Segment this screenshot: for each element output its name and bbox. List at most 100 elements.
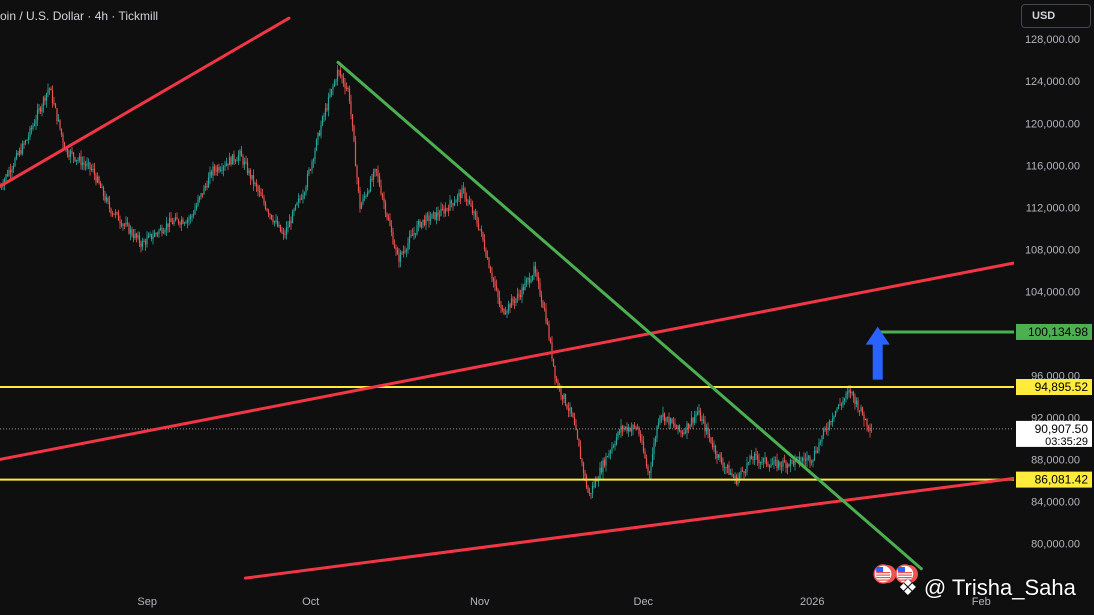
candle-body (855, 400, 858, 405)
candle-body (51, 90, 54, 103)
candle-body (126, 222, 129, 224)
candle-body (174, 217, 177, 221)
candle-body (587, 487, 589, 493)
candle-body (30, 128, 33, 130)
candle-body (575, 424, 577, 431)
candle-body (759, 462, 762, 464)
candle-body (182, 219, 184, 224)
candle-body (672, 422, 675, 424)
red-channel-middle[interactable] (0, 261, 1016, 461)
candle-body (417, 220, 420, 226)
candle-body (138, 235, 141, 244)
candle-body (528, 278, 531, 283)
candle-body (224, 165, 226, 167)
candle-body (588, 492, 591, 494)
candle-body (762, 458, 765, 462)
candle-body (296, 202, 298, 205)
candle-body (860, 407, 862, 411)
candle-body (81, 162, 84, 166)
candle-body (122, 224, 124, 226)
candle-body (539, 282, 541, 296)
candle-body (393, 243, 396, 248)
candle-body (549, 338, 552, 342)
green-descending-trendline[interactable] (336, 60, 923, 571)
candle-body (642, 441, 645, 452)
candle-body (465, 198, 468, 201)
candle-body (698, 410, 700, 413)
candle-body (123, 224, 126, 226)
candle-body (333, 81, 336, 87)
candle-body (225, 163, 228, 166)
candle-body (356, 166, 358, 178)
candle-body (227, 163, 229, 166)
candle-body (701, 419, 703, 421)
us-flag-icon[interactable] (873, 564, 897, 584)
candle-body (828, 421, 831, 429)
candle-body (213, 166, 216, 171)
candle-body (612, 445, 615, 448)
candle-body (566, 404, 568, 409)
candle-body (674, 423, 676, 428)
candle-body (375, 169, 378, 171)
candle-body (317, 132, 319, 140)
candle-body (789, 459, 792, 466)
candle-body (689, 424, 691, 429)
candle-body (299, 198, 301, 200)
candle-body (518, 294, 520, 296)
us-flag-icon[interactable] (895, 564, 918, 584)
up-arrow-icon[interactable] (865, 326, 890, 380)
candle-body (39, 108, 42, 112)
candle-body (668, 416, 670, 425)
candle-body (530, 279, 532, 283)
red-channel-lower[interactable] (243, 476, 1016, 580)
candle-body (125, 222, 127, 225)
candle-body (476, 216, 478, 224)
price-axis[interactable]: 128,000.00 124,000.00 120,000.00 116,000.00… (1014, 0, 1094, 615)
candle-body (191, 215, 193, 217)
candle-body (510, 298, 513, 308)
candle-body (644, 451, 646, 459)
candle-body (150, 234, 153, 239)
candle-body (249, 170, 252, 179)
candle-body (6, 174, 9, 176)
candle-body (609, 451, 612, 454)
candle-body (72, 152, 75, 158)
candle-body (534, 266, 537, 273)
red-channel-upper-left[interactable] (0, 16, 291, 188)
candle-body (677, 425, 679, 429)
candle-body (309, 169, 312, 171)
candle-body (753, 453, 756, 460)
candle-body (599, 467, 601, 479)
candle-body (782, 460, 784, 467)
candle-body (255, 182, 258, 187)
candle-body (156, 233, 159, 235)
currency-button[interactable]: USD (1021, 4, 1091, 28)
candle-body (239, 150, 241, 155)
drawings-layer (0, 16, 1016, 584)
symbol-title[interactable]: oin / U.S. Dollar · 4h · Tickmill (0, 9, 159, 23)
candles-layer (0, 65, 873, 500)
candle-body (603, 460, 606, 466)
candle-body (654, 438, 657, 443)
candle-body (89, 162, 91, 170)
candle-body (318, 132, 321, 136)
candle-body (80, 156, 82, 166)
candle-body (366, 192, 369, 196)
candle-body (755, 453, 757, 456)
candle-body (741, 470, 744, 472)
candle-body (41, 106, 43, 112)
candle-body (374, 169, 376, 172)
time-axis[interactable]: Sep Oct Nov Dec 2026 Feb (137, 596, 990, 608)
candle-body (513, 301, 516, 303)
candle-body (711, 442, 714, 448)
candle-body (572, 413, 574, 418)
candle-body (167, 223, 169, 227)
candle-body (816, 450, 819, 453)
candle-body (320, 124, 322, 136)
candle-body (624, 426, 627, 429)
candle-body (611, 447, 613, 452)
candle-body (9, 170, 12, 173)
candle-body (251, 175, 253, 179)
candle-body (533, 266, 535, 276)
